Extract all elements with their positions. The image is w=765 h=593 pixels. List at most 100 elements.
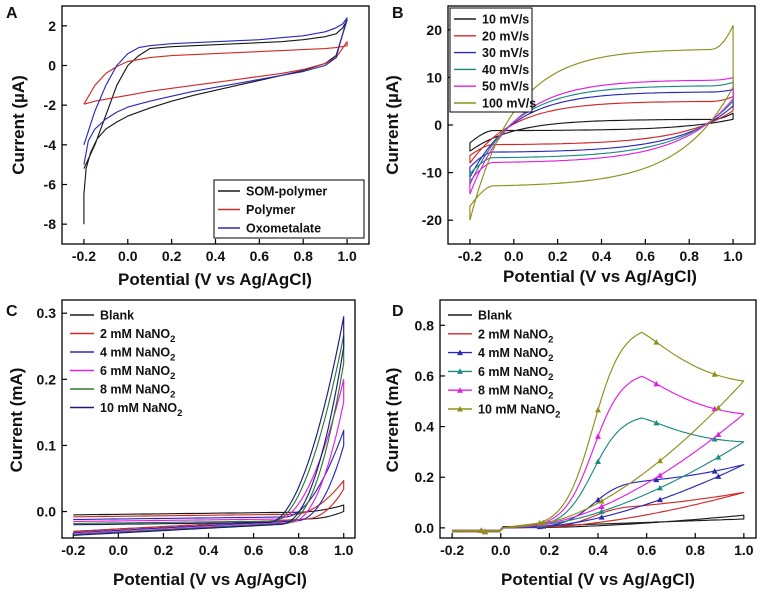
x-tick-label: 0.0 — [118, 248, 138, 264]
y-tick-label: -2 — [44, 97, 57, 113]
x-tick-label: 0.2 — [162, 248, 182, 264]
y-axis-label: Current (mA) — [383, 368, 402, 473]
legend-label: 2 mM NaNO2 — [100, 327, 175, 345]
series-marker — [711, 468, 718, 474]
series-line-2 — [83, 41, 348, 105]
legend-label: 6 mM NaNO2 — [478, 365, 553, 383]
y-axis-label: Current (mA) — [7, 368, 26, 473]
y-tick-label: 0.2 — [415, 469, 435, 485]
legend-label: 4 mM NaNO2 — [100, 346, 175, 364]
series-line-3 — [73, 429, 345, 534]
series-curves — [452, 331, 745, 535]
x-tick-label: 0.8 — [293, 248, 313, 264]
y-tick-label: -20 — [422, 212, 442, 228]
series-marker — [653, 419, 660, 426]
x-axis-label: Potential (V vs Ag/AgCl) — [501, 570, 695, 589]
y-tick-label: 10 — [426, 69, 442, 85]
x-tick-label: 0.8 — [289, 542, 309, 558]
series-marker — [715, 404, 722, 411]
x-tick-label: 0.8 — [679, 248, 699, 264]
series-line-2 — [469, 96, 734, 164]
y-tick-label: 0.8 — [415, 317, 435, 333]
legend-label: 100 mV/s — [482, 97, 536, 111]
panel-label: C — [6, 303, 18, 320]
x-axis-ticks: -0.2 0.0 0.2 0.4 0.6 0.8 1.0 — [72, 239, 357, 264]
legend-label: 6 mM NaNO2 — [100, 364, 175, 382]
x-tick-label: 0.8 — [685, 542, 705, 558]
series-line-4 — [73, 378, 345, 535]
panel-c: C -0.2 0.0 0.2 0.4 0.6 0.8 1.0 0.0 0.1 0.2 0.3 Bl… — [6, 299, 356, 589]
x-tick-label: 0.2 — [540, 542, 560, 558]
x-tick-label: 0.6 — [636, 248, 656, 264]
x-tick-label: 1.0 — [723, 248, 743, 264]
series-line-3 — [469, 88, 734, 178]
y-tick-label: 0.2 — [37, 371, 57, 387]
legend-label: 4 mM NaNO2 — [478, 346, 553, 364]
series-marker — [656, 457, 663, 464]
x-tick-label: -0.2 — [61, 542, 85, 558]
series-marker — [598, 503, 605, 510]
x-axis-ticks: -0.2 0.0 0.2 0.4 0.6 0.8 1.0 — [61, 533, 354, 558]
series-curves — [469, 24, 734, 221]
series-marker — [540, 519, 547, 526]
series-line-1 — [469, 112, 734, 152]
legend-marker — [457, 406, 463, 412]
panel-label: B — [392, 5, 404, 22]
legend-label: 10 mM NaNO2 — [478, 403, 560, 421]
y-tick-label: -10 — [422, 165, 442, 181]
y-tick-label: 0.4 — [415, 419, 435, 435]
series-line-2 — [452, 491, 745, 533]
x-tick-label: 0.2 — [154, 542, 174, 558]
legend-label: Polymer — [246, 203, 295, 217]
x-tick-label: 0.4 — [199, 542, 219, 558]
legend-label: Blank — [478, 309, 512, 323]
series-marker — [595, 458, 601, 464]
legend-label: 8 mM NaNO2 — [100, 383, 175, 401]
legend-subscript: 2 — [555, 410, 560, 421]
series-marker — [715, 454, 722, 460]
series-marker — [656, 484, 663, 491]
x-tick-label: 1.0 — [334, 542, 354, 558]
legend-subscript: 2 — [170, 334, 175, 345]
series-marker — [595, 433, 601, 439]
x-tick-label: 0.4 — [588, 542, 608, 558]
series-marker — [595, 496, 601, 503]
legend-marker — [457, 368, 463, 374]
legend-label: 10 mV/s — [482, 13, 529, 27]
legend: SOM-polymer Polymer Oxometalate — [213, 179, 365, 239]
x-axis-label: Potential (V vs Ag/AgCl) — [503, 267, 697, 286]
series-marker — [653, 476, 660, 483]
legend-subscript: 2 — [548, 391, 553, 402]
y-axis-ticks: -8 -6 -4 -2 0 2 — [44, 18, 67, 232]
x-tick-label: 0.0 — [491, 542, 511, 558]
series-marker — [653, 339, 660, 345]
legend-subscript: 2 — [170, 353, 175, 364]
series-marker — [595, 406, 601, 413]
y-axis-label: Current (µA) — [383, 75, 402, 175]
x-axis-label: Potential (V vs Ag/AgCl) — [118, 270, 312, 289]
y-axis-ticks: 0.0 0.1 0.2 0.3 — [37, 305, 67, 520]
series-marker — [478, 527, 485, 533]
series-marker — [711, 436, 718, 442]
x-tick-label: 0.0 — [504, 248, 524, 264]
panel-b: B -0.2 0.0 0.2 0.4 0.6 0.8 1.0 -20 -10 0 10 20 10 … — [383, 5, 756, 286]
series-line-3 — [452, 464, 745, 533]
legend-marker — [457, 349, 463, 356]
y-tick-label: -8 — [44, 216, 57, 232]
x-tick-label: 0.6 — [637, 542, 657, 558]
legend: 10 mV/s 20 mV/s 30 mV/s 40 mV/s 50 mV/s 100 m… — [449, 7, 536, 113]
legend-label: 20 mV/s — [482, 29, 529, 43]
legend-label: Oxometalate — [246, 222, 321, 236]
x-tick-label: 0.6 — [244, 542, 264, 558]
y-tick-label: 0 — [434, 117, 442, 133]
y-tick-label: 0.0 — [415, 520, 435, 536]
legend-label: 10 mM NaNO2 — [100, 401, 182, 419]
panel-a: A -0.2 0.0 0.2 0.4 0.6 0.8 1.0 -8 -6 -4 -2 0 2 SOM-… — [6, 5, 370, 289]
x-tick-label: 0.0 — [109, 542, 129, 558]
x-tick-label: 1.0 — [734, 542, 754, 558]
legend-label: Blank — [100, 309, 134, 323]
y-tick-label: 2 — [48, 18, 56, 34]
x-tick-label: -0.2 — [458, 248, 482, 264]
